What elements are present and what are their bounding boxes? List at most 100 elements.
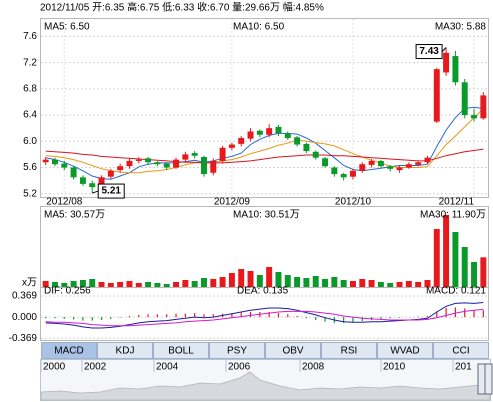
- candle-body: [433, 69, 440, 122]
- volume-bar: [312, 276, 319, 287]
- volume-bar: [424, 280, 431, 287]
- legend-entry: MA5: 6.50: [44, 22, 90, 33]
- candle-body: [303, 143, 310, 152]
- candle-body: [228, 144, 235, 148]
- candle-body: [51, 159, 58, 165]
- candle-body: [415, 162, 422, 165]
- candle-body: [387, 166, 394, 169]
- candle-body: [359, 164, 366, 171]
- volume-bar: [256, 275, 263, 287]
- candle-body: [107, 170, 114, 177]
- price-panel: [40, 18, 489, 198]
- tab[interactable]: [321, 342, 377, 359]
- volume-bar: [145, 282, 152, 287]
- tab[interactable]: [433, 342, 489, 359]
- volume-bar: [349, 281, 356, 287]
- candle-body: [331, 167, 338, 175]
- annotation-box: [97, 183, 125, 199]
- legend-entry: MA30: 11.90万: [420, 210, 486, 221]
- legend-entry: MA30: 5.88: [435, 22, 487, 33]
- annotation-leader: [92, 190, 99, 194]
- candle-body: [210, 160, 217, 173]
- volume-bar: [163, 284, 170, 287]
- volume-bar: [284, 275, 291, 287]
- candle-body: [191, 153, 198, 156]
- y-tick-label: 6.4: [23, 110, 37, 121]
- volume-bar: [173, 282, 180, 287]
- tab-label[interactable]: MACD: [54, 346, 83, 357]
- annotation-box: [415, 44, 443, 60]
- candle-body: [349, 170, 356, 177]
- candle-body: [61, 163, 68, 168]
- candle-body: [443, 52, 450, 73]
- volume-bar: [294, 277, 301, 287]
- year-label: 2000: [43, 362, 66, 373]
- volume-bar: [210, 279, 217, 287]
- volume-bar: [275, 272, 282, 287]
- candle-body: [238, 138, 245, 144]
- tab-bar: MACD KDJ BOLL PSY OBV RSI WVAD CCI: [41, 342, 489, 359]
- candle-body: [322, 158, 329, 167]
- candle-body: [126, 160, 133, 167]
- line: [45, 106, 484, 180]
- y-tick-label: 5.2: [23, 188, 37, 199]
- range-handle[interactable]: [484, 363, 493, 395]
- volume-bar: [228, 273, 235, 287]
- volume-bar: [331, 277, 338, 287]
- tab-label[interactable]: RSI: [341, 346, 358, 357]
- volume-bar: [182, 280, 189, 287]
- volume-bar: [126, 281, 133, 287]
- tab[interactable]: [265, 342, 321, 359]
- volume-bar: [61, 283, 68, 287]
- year-label: 2010: [383, 362, 406, 373]
- tab[interactable]: [41, 342, 97, 359]
- annotation: 5.21: [101, 186, 121, 197]
- x-tick-label: 2012/08: [46, 197, 83, 208]
- timeline-area: [40, 371, 491, 401]
- volume-bar: [89, 279, 96, 287]
- volume-bar: [461, 247, 468, 287]
- candle-body: [405, 164, 412, 168]
- volume-bar: [359, 279, 366, 287]
- volume-bar: [135, 283, 142, 287]
- candle-body: [98, 177, 105, 186]
- candle-body: [424, 157, 431, 163]
- y-tick-label: 0.000: [12, 312, 37, 323]
- range-handle[interactable]: [477, 363, 486, 395]
- candle-body: [219, 147, 226, 161]
- line: [45, 148, 484, 164]
- volume-bar: [452, 232, 459, 287]
- y-tick-label: -0.369: [9, 333, 38, 344]
- candle-body: [294, 137, 301, 145]
- tab[interactable]: [377, 342, 433, 359]
- tab[interactable]: [209, 342, 265, 359]
- tab-label[interactable]: OBV: [282, 346, 303, 357]
- candle-body: [284, 133, 291, 138]
- volume-bar: [433, 229, 440, 287]
- volume-bar: [247, 271, 254, 287]
- volume-bar: [200, 278, 207, 287]
- year-label: 2008: [302, 362, 325, 373]
- volume-bar: [471, 262, 478, 287]
- tab-label[interactable]: CCI: [452, 346, 469, 357]
- tab[interactable]: [153, 342, 209, 359]
- legend-entry: DEA: 0.135: [237, 286, 289, 297]
- tab-label[interactable]: KDJ: [116, 346, 135, 357]
- candle-body: [377, 160, 384, 167]
- y-tick-label: 7.2: [23, 57, 37, 68]
- volume-bar: [396, 282, 403, 287]
- tab[interactable]: [97, 342, 153, 359]
- candle-body: [154, 162, 161, 165]
- header-text: 2012/11/05 开:6.35 高:6.75 低:6.33 收:6.70 量…: [40, 1, 324, 14]
- legend-entry: MA5: 30.57万: [44, 210, 105, 221]
- legend-entry: MA10: 30.51万: [233, 210, 300, 221]
- volume-bar: [98, 282, 105, 287]
- tab-label[interactable]: WVAD: [390, 346, 419, 357]
- tab-label[interactable]: PSY: [227, 346, 247, 357]
- candle-body: [89, 183, 96, 188]
- tab-label[interactable]: BOLL: [168, 346, 194, 357]
- volume-bar: [238, 269, 245, 287]
- y-tick-label: 7.6: [23, 31, 37, 42]
- year-label: 201: [455, 362, 472, 373]
